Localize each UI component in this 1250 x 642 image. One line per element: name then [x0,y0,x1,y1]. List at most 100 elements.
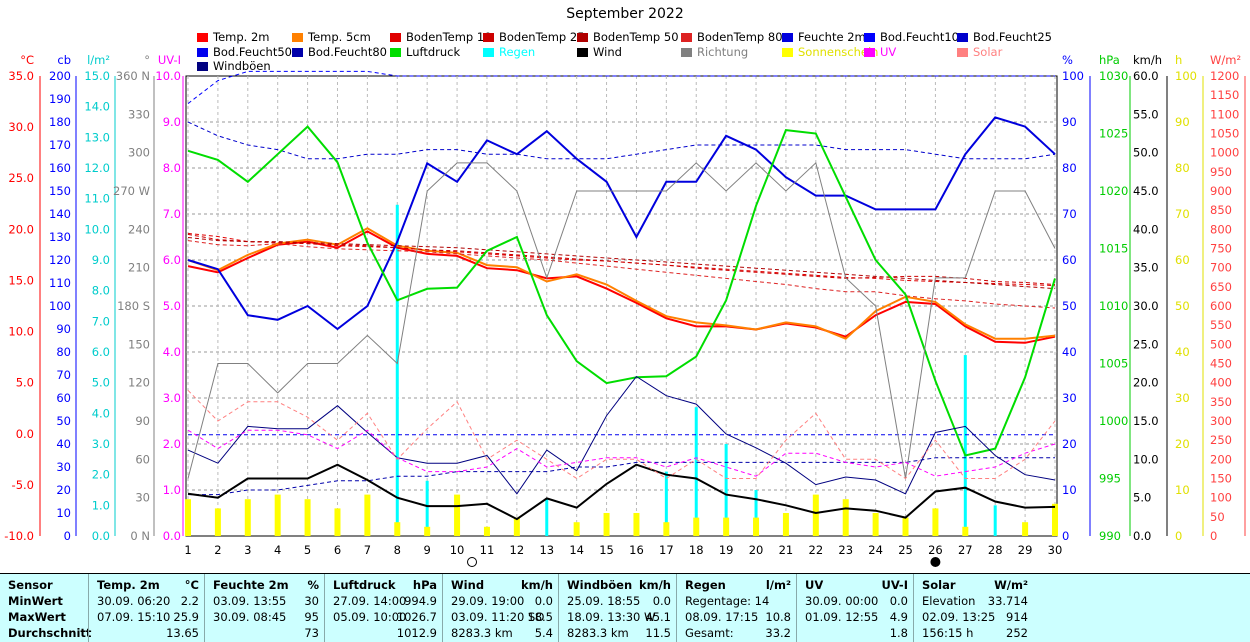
stats-cell-value: 33.2 [765,626,791,640]
legend-swatch [782,33,793,42]
axis-tick-label: 170 [49,138,71,152]
series-line-bodentemp-25 [187,233,1056,285]
stats-cell-value: 0.0 [652,594,671,608]
axis-tick-label: 0.0 [163,529,181,543]
axis-tick-label: 5.0 [163,299,181,313]
x-tick-label: 14 [569,543,584,557]
axis-tick-label: 20 [1062,437,1077,451]
series-line-bod-feucht80 [188,457,1055,496]
stats-cell-value: 1012.9 [396,626,437,640]
stats-unit: °C [184,578,199,592]
stats-column: Wind km/h 29.09. 19:00 0.0 03.09. 11:20 SO 18… [442,574,559,642]
axis-tick-label: 0 [1062,529,1069,543]
x-tick-label: 28 [988,543,1003,557]
axis-tick-label: 360 N [116,69,150,83]
bar-sonnenschein [1052,503,1058,536]
axis-tick-label: 500 [1210,337,1232,351]
legend-label: Temp. 2m [213,30,270,44]
axis-tick-label: 50.0 [1133,146,1159,160]
legend-swatch [483,47,494,57]
legend-swatch [957,33,968,42]
stats-cell-value: 4.9 [889,610,908,624]
legend-item: Solar [957,45,1002,60]
axis-tick-label: 1000 [1210,146,1239,160]
axis-tick-label: 240 [128,222,150,236]
axis-unit-label: °C [20,53,34,67]
bar-sonnenschein [513,517,520,536]
legend-item: Wind [577,45,622,60]
axis-tick-label: 80 [1175,161,1190,175]
legend-label: Temp. 5cm [308,30,371,44]
stats-cell-label: 29.09. 19:00 [451,594,525,608]
legend-item: Temp. 5cm [292,30,371,45]
axis-tick-label: 0.0 [16,427,34,441]
axis-tick-label: 40 [1062,345,1077,359]
stats-cell-value: 45.1 [645,610,671,624]
axis-unit-label: W/m² [1210,53,1241,67]
axis-tick-label: 200 [1210,452,1232,466]
bar-regen [664,471,668,536]
series-line-feuchte-2m [187,116,1056,331]
stats-cell-label: 08.09. 17:15 [685,610,759,624]
legend-item: Bod.Feucht50 [197,45,292,60]
axis-tick-label: 10 [1175,483,1190,497]
axis-tick-label: 55.0 [1133,107,1159,121]
stats-unit: W/m² [994,578,1028,592]
x-tick-label: 16 [629,543,644,557]
x-tick-label: 10 [450,543,465,557]
legend-item: UV [864,45,896,60]
legend-swatch [681,47,692,57]
stats-cell-label: 07.09. 15:10 [97,610,171,624]
axis-tick-label: 100 [1062,69,1084,83]
statistics-table: Sensor MinWert MaxWert Durchschnitt Temp. 2m… [0,573,1250,642]
legend-label: Regen [499,44,536,59]
axis-tick-label: 3.0 [163,391,181,405]
axis-tick-label: 25.0 [1133,337,1159,351]
series-line-uv [187,429,1056,477]
moon-phase-icon [467,557,478,567]
stats-row-label: Durchschnitt [8,626,92,640]
bar-sonnenschein [932,508,939,536]
axis-tick-label: 40 [56,437,71,451]
legend-item: Temp. 2m [197,30,269,45]
stats-header: Feuchte 2m [213,578,289,592]
bar-sonnenschein [723,517,730,536]
stats-cell-value: 2.2 [180,594,199,608]
stats-column: Regen l/m² Regentage: 14 08.09. 17:15 10.8 Ge… [676,574,797,642]
bar-regen [694,407,698,536]
stats-cell-value: 95 [304,610,319,624]
bar-sonnenschein [334,508,341,536]
legend-item: BodenTemp 80 [681,30,783,45]
axis-tick-label: 100 [49,299,71,313]
stats-header: Solar [922,578,956,592]
stats-cell-value: 5.4 [534,626,553,640]
axis-unit-label: km/h [1133,53,1162,67]
axis-tick-label: 110 [49,276,71,290]
axis-tick-label: 40 [1175,345,1190,359]
axis-tick-label: 7.0 [163,207,181,221]
axis-tick-label: 35.0 [8,69,34,83]
axis-tick-label: 400 [1210,376,1232,390]
stats-header: Regen [685,578,726,592]
axis-tick-label: 2.0 [92,468,110,482]
axis-tick-label: 150 [49,184,71,198]
stats-cell-value: 10.8 [765,610,791,624]
legend-item: Bod.Feucht80 [292,45,387,60]
legend-swatch [681,33,692,42]
stats-cell-label: 02.09. 13:25 [922,610,996,624]
axis-tick-label: 180 S [117,299,150,313]
bar-sonnenschein [394,522,401,536]
stats-cell-value: 0.0 [534,594,553,608]
axis-tick-label: 20.0 [8,222,34,236]
stats-column: Feuchte 2m% 03.09. 13:55 30 30.09. 08:45 95 7… [204,574,325,642]
axis-tick-label: 990 [1099,529,1121,543]
stats-cell-value: 252 [1006,626,1028,640]
axis-tick-label: 13.0 [84,130,110,144]
legend-item: Bod.Feucht25 [957,30,1052,45]
axis-tick-label: 70 [1175,207,1190,221]
axis-tick-label: 10.0 [8,325,34,339]
axis-tick-label: 10.0 [155,69,181,83]
legend: Temp. 2m Temp. 5cm BodenTemp 10 BodenTemp 2… [197,30,1067,74]
axis-tick-label: 14.0 [84,100,110,114]
legend-swatch [292,33,303,42]
